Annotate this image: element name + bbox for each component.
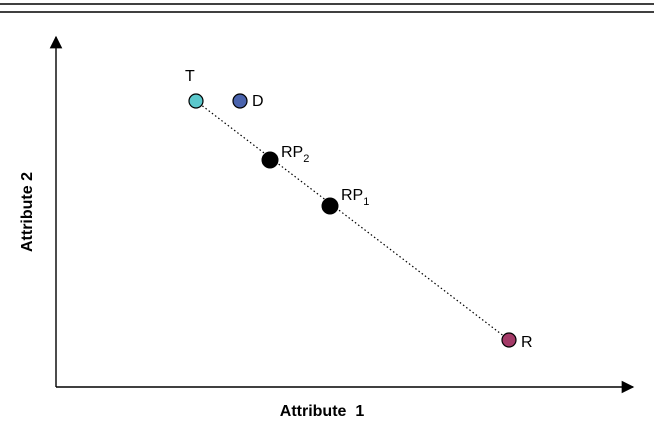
point-rp2-label: RP2 <box>281 144 309 165</box>
point-r-label: R <box>521 334 533 351</box>
point-d <box>232 93 248 109</box>
point-rp2-label-sub: 2 <box>303 153 309 165</box>
point-rp1-label-main: RP <box>341 187 363 204</box>
point-t <box>188 93 204 109</box>
point-rp1-label-sub: 1 <box>363 196 369 208</box>
point-rp2-label-main: RP <box>281 144 303 161</box>
point-t-label: T <box>185 68 195 85</box>
point-rp1 <box>321 197 339 215</box>
point-rp2 <box>261 151 279 169</box>
connector-line <box>195 100 510 341</box>
y-axis-title: Attribute 2 <box>19 172 36 252</box>
point-d-label: D <box>252 93 264 110</box>
point-r <box>501 332 517 348</box>
x-axis-title: Attribute 1 <box>280 403 365 420</box>
point-rp1-label: RP1 <box>341 187 369 208</box>
